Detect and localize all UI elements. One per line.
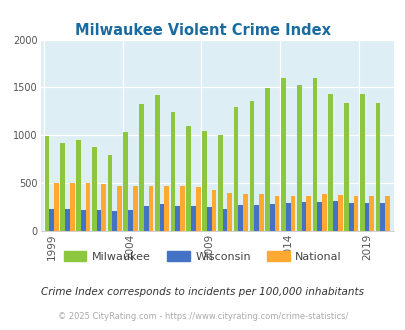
Bar: [96, 211, 101, 231]
Bar: [148, 186, 153, 231]
Bar: [81, 210, 85, 231]
Bar: [233, 107, 238, 231]
Bar: [202, 130, 207, 231]
Bar: [211, 190, 216, 231]
Bar: [243, 194, 247, 231]
Bar: [128, 211, 132, 231]
Bar: [65, 209, 70, 231]
Bar: [123, 132, 128, 231]
Bar: [359, 94, 364, 231]
Bar: [369, 196, 373, 231]
Bar: [92, 147, 96, 231]
Text: © 2025 CityRating.com - https://www.cityrating.com/crime-statistics/: © 2025 CityRating.com - https://www.city…: [58, 312, 347, 321]
Text: Crime Index corresponds to incidents per 100,000 inhabitants: Crime Index corresponds to incidents per…: [41, 287, 364, 297]
Bar: [70, 183, 75, 231]
Bar: [375, 103, 379, 231]
Bar: [207, 207, 211, 231]
Bar: [348, 203, 353, 231]
Bar: [186, 126, 191, 231]
Bar: [328, 94, 332, 231]
Bar: [101, 183, 106, 231]
Bar: [296, 84, 301, 231]
Bar: [196, 187, 200, 231]
Bar: [217, 135, 222, 231]
Bar: [238, 205, 243, 231]
Bar: [76, 140, 81, 231]
Bar: [337, 195, 342, 231]
Bar: [364, 203, 369, 231]
Bar: [164, 185, 169, 231]
Bar: [54, 183, 59, 231]
Bar: [274, 196, 279, 231]
Legend: Milwaukee, Wisconsin, National: Milwaukee, Wisconsin, National: [60, 247, 345, 266]
Bar: [317, 202, 321, 231]
Bar: [155, 95, 159, 231]
Bar: [264, 88, 269, 231]
Bar: [301, 202, 305, 231]
Bar: [222, 209, 227, 231]
Bar: [143, 206, 148, 231]
Bar: [285, 203, 290, 231]
Bar: [321, 194, 326, 231]
Bar: [170, 112, 175, 231]
Bar: [254, 205, 258, 231]
Bar: [280, 78, 285, 231]
Text: Milwaukee Violent Crime Index: Milwaukee Violent Crime Index: [75, 23, 330, 38]
Bar: [227, 193, 232, 231]
Bar: [258, 194, 263, 231]
Bar: [159, 204, 164, 231]
Bar: [312, 78, 317, 231]
Bar: [107, 155, 112, 231]
Bar: [343, 103, 348, 231]
Bar: [191, 206, 196, 231]
Bar: [305, 196, 310, 231]
Bar: [85, 183, 90, 231]
Bar: [139, 104, 143, 231]
Bar: [269, 204, 274, 231]
Bar: [175, 206, 180, 231]
Bar: [45, 136, 49, 231]
Bar: [49, 209, 54, 231]
Bar: [384, 196, 389, 231]
Bar: [117, 185, 121, 231]
Bar: [332, 201, 337, 231]
Bar: [249, 101, 254, 231]
Bar: [180, 186, 184, 231]
Bar: [60, 143, 65, 231]
Bar: [379, 203, 384, 231]
Bar: [353, 196, 358, 231]
Bar: [132, 186, 137, 231]
Bar: [112, 211, 117, 231]
Bar: [290, 196, 294, 231]
